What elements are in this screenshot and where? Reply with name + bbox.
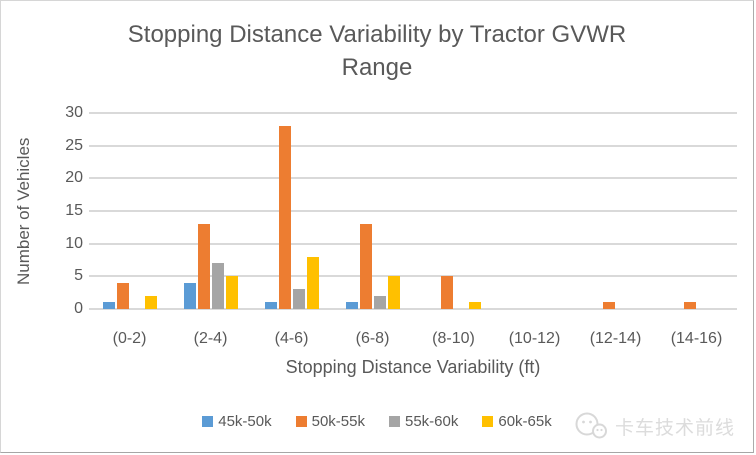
y-tick-label-5: 5 (74, 267, 83, 285)
bar-50k-55k-(8-10) (440, 276, 453, 309)
bar-50k-55k-(0-2) (116, 282, 129, 309)
bar-60k-65k-(4-6) (306, 256, 319, 309)
chart-title-line1: Stopping Distance Variability by Tractor… (127, 21, 627, 48)
legend-swatch-45k-50k (202, 416, 214, 427)
chart-title-line2: Range (341, 54, 413, 81)
bar-60k-65k-(6-8) (387, 276, 400, 309)
plot-area (89, 112, 737, 310)
bar-55k-60k-(4-6) (292, 289, 305, 309)
gridline-5 (89, 275, 737, 278)
gridline-30 (89, 112, 737, 114)
legend-swatch-55k-60k (389, 416, 400, 427)
gridline-25 (89, 144, 737, 147)
legend-item-55k-60k: 55k-60k (389, 413, 458, 430)
gridline-0 (89, 308, 737, 310)
bar-55k-60k-(6-8) (373, 295, 386, 309)
legend-item-45k-50k: 45k-50k (202, 413, 272, 430)
bar-group-(6-8) (332, 113, 413, 309)
legend-swatch-50k-55k (295, 416, 307, 427)
bar-45k-50k-(4-6) (264, 302, 277, 309)
y-tick-label-30: 30 (65, 104, 83, 121)
bar-60k-65k-(0-2) (144, 295, 157, 309)
bar-group-(4-6) (251, 113, 332, 309)
watermark-text: 卡车技术前线 (614, 417, 735, 439)
y-tick-label-10: 10 (65, 234, 83, 252)
y-tick-label-15: 15 (65, 202, 83, 219)
bar-50k-55k-(2-4) (197, 224, 210, 309)
bar-45k-50k-(2-4) (183, 282, 196, 309)
y-axis-tick-labels: 0 5 10 15 20 25 30 (39, 104, 83, 317)
bar-50k-55k-(4-6) (278, 126, 291, 309)
x-axis-labels: (0-2) (2-4) (4-6) (6-8) (8-10) (10-12) (12-14)… (89, 330, 737, 348)
legend-label-55k-60k: 55k-60k (405, 413, 459, 430)
gridline-20 (89, 177, 737, 180)
bar-group-(10-12) (494, 113, 575, 309)
legend-item-50k-55k: 50k-55k (295, 413, 365, 430)
legend-item-60k-65k: 60k-65k (482, 413, 552, 430)
bar-groups (89, 113, 737, 309)
x-axis-title: Stopping Distance Variability (ft) (285, 357, 541, 377)
legend-swatch-60k-65k (482, 416, 494, 427)
legend-label-60k-65k: 60k-65k (498, 413, 552, 430)
x-tick-label-(0-2): (0-2) (112, 330, 147, 347)
x-tick-label-(14-16): (14-16) (670, 330, 723, 347)
bar-45k-50k-(6-8) (345, 302, 358, 309)
legend: 45k-50k 50k-55k 55k-60k 60k-65k (1, 413, 753, 430)
bar-group-(8-10) (413, 113, 494, 309)
x-tick-label-(2-4): (2-4) (193, 330, 228, 347)
gridline-15 (89, 210, 737, 212)
bar-50k-55k-(14-16) (683, 302, 696, 309)
x-tick-label-(8-10): (8-10) (432, 330, 475, 347)
legend-label-45k-50k: 45k-50k (218, 413, 272, 430)
bar-group-(12-14) (575, 113, 656, 309)
bar-60k-65k-(8-10) (468, 302, 481, 309)
bar-60k-65k-(2-4) (225, 276, 238, 309)
legend-label-50k-55k: 50k-55k (311, 413, 365, 430)
bar-50k-55k-(12-14) (602, 302, 615, 309)
x-tick-label-(12-14): (12-14) (589, 330, 642, 347)
y-axis-title: Number of Vehicles (14, 137, 33, 285)
y-tick-label-25: 25 (65, 136, 83, 154)
wechat-logo-icon (575, 412, 607, 439)
y-tick-label-20: 20 (65, 169, 83, 187)
chart-title: Stopping Distance Variability by Tractor… (1, 18, 753, 84)
bar-group-(0-2) (89, 113, 170, 309)
bar-50k-55k-(6-8) (359, 224, 372, 309)
bar-45k-50k-(0-2) (102, 302, 115, 309)
x-tick-label-(10-12): (10-12) (508, 330, 561, 347)
watermark: 卡车技术前线 (574, 411, 735, 441)
bar-group-(14-16) (656, 113, 737, 309)
bar-group-(2-4) (170, 113, 251, 309)
y-tick-label-0: 0 (74, 300, 83, 317)
gridline-10 (89, 242, 737, 245)
x-tick-label-(6-8): (6-8) (355, 330, 390, 347)
bar-55k-60k-(2-4) (211, 263, 224, 309)
x-tick-label-(4-6): (4-6) (274, 330, 309, 347)
